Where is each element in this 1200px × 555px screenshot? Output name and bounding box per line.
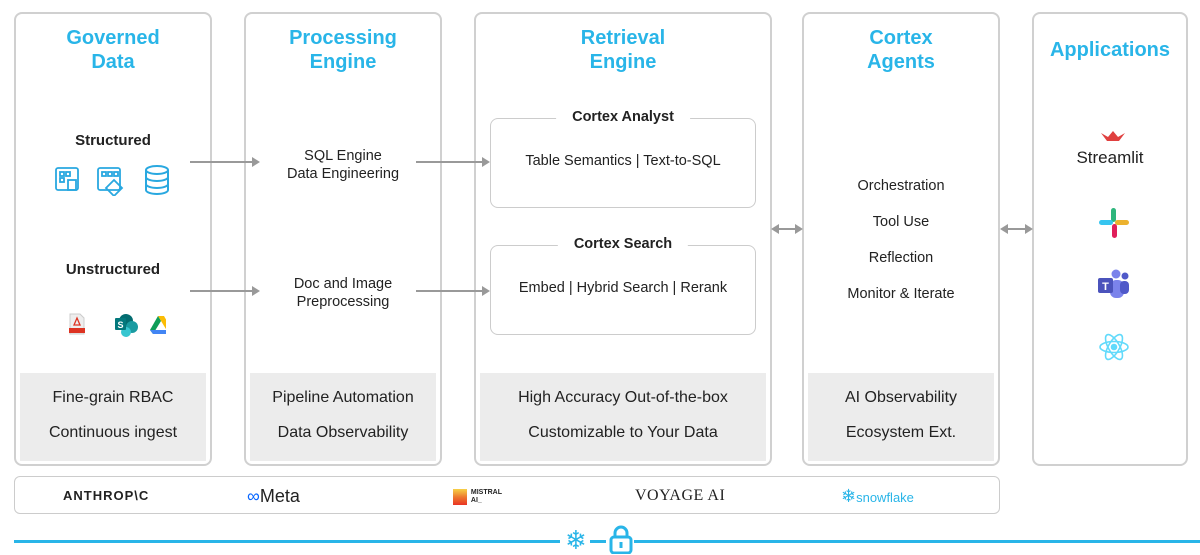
- cortex-search-box: Cortex Search Embed | Hybrid Search | Re…: [490, 236, 756, 335]
- text-line: Doc and Image: [293, 276, 393, 292]
- bidirectional-arrow: [1000, 224, 1033, 234]
- snowflake-icon: ❄: [841, 486, 857, 506]
- processing-engine-column: Processing Engine SQL Engine Data Engineer…: [244, 12, 442, 466]
- snowflake-logo: ❄snowflake: [841, 477, 914, 515]
- agent-item: Reflection: [868, 250, 934, 266]
- unstructured-icons: S: [69, 313, 166, 337]
- agent-item: Tool Use: [872, 214, 930, 230]
- footer-item: Data Observability: [277, 424, 409, 441]
- cortex-agents-column: Cortex Agents Orchestration Tool Use Refl…: [802, 12, 1000, 466]
- streamlit-label: Streamlit: [1076, 148, 1144, 167]
- cortex-analyst-label: Cortex Analyst: [556, 109, 690, 125]
- title-line: Engine: [309, 51, 377, 73]
- agents-footer: AI Observability Ecosystem Ext.: [808, 373, 994, 461]
- footer-item: Customizable to Your Data: [528, 424, 718, 441]
- footer-item: AI Observability: [844, 389, 958, 406]
- mistral-icon: [453, 489, 467, 506]
- column-title: Retrieval Engine: [476, 26, 770, 74]
- agent-item: Orchestration: [857, 178, 945, 194]
- svg-text:S: S: [117, 320, 123, 330]
- text-line: Data Engineering: [286, 166, 400, 182]
- doc-preprocessing-text: Doc and Image Preprocessing: [246, 275, 440, 311]
- column-title: Governed Data: [16, 26, 210, 74]
- sql-engine-text: SQL Engine Data Engineering: [246, 147, 440, 183]
- voyage-logo: VOYAGE AI: [635, 487, 726, 504]
- mistral-text: AI_: [470, 497, 482, 505]
- platform-line: [14, 540, 560, 543]
- table-icon: [55, 167, 79, 191]
- governed-footer: Fine-grain RBAC Continuous ingest: [20, 373, 206, 461]
- snowflake-icon: ❄: [565, 525, 587, 555]
- agent-item: Monitor & Iterate: [847, 286, 955, 302]
- retrieval-footer: High Accuracy Out-of-the-box Customizable…: [480, 373, 766, 461]
- column-title: Applications: [1049, 39, 1170, 61]
- anthropic-logo: ANTHROP\C: [63, 488, 150, 503]
- title-line: Cortex: [869, 27, 933, 49]
- footer-item: Fine-grain RBAC: [52, 389, 174, 406]
- streamlit-icon: [1101, 131, 1125, 141]
- table-transform-icon: [97, 167, 124, 196]
- google-drive-icon: [150, 316, 166, 334]
- lock-icon: [609, 525, 633, 554]
- structured-label: Structured: [75, 132, 151, 149]
- processing-footer: Pipeline Automation Data Observability: [250, 373, 436, 461]
- react-icon: [1099, 333, 1129, 361]
- title-line: Processing: [289, 27, 397, 49]
- database-icon: [145, 165, 169, 195]
- title-line: Retrieval: [580, 27, 666, 49]
- footer-item: Ecosystem Ext.: [845, 424, 957, 441]
- sharepoint-icon: S: [115, 314, 138, 337]
- applications-column: Applications Streamlit T: [1032, 12, 1188, 466]
- platform-line: [634, 540, 1200, 543]
- text-line: SQL Engine: [304, 148, 382, 164]
- snowflake-text: snowflake: [856, 490, 914, 505]
- teams-icon: T: [1098, 269, 1129, 298]
- title-line: Agents: [867, 51, 935, 73]
- cortex-search-body: Embed | Hybrid Search | Rerank: [518, 280, 728, 296]
- footer-item: Continuous ingest: [48, 424, 178, 441]
- title-line: Engine: [589, 51, 657, 73]
- mistral-text: MISTRAL: [470, 489, 502, 497]
- model-providers-bar: ANTHROP\C ∞Meta MISTRAL AI_ VOYAGE AI ❄sn…: [14, 476, 1000, 514]
- flow-arrow: [416, 157, 490, 167]
- cortex-analyst-body: Table Semantics | Text-to-SQL: [525, 153, 721, 169]
- cortex-analyst-box: Cortex Analyst Table Semantics | Text-to…: [490, 109, 756, 208]
- column-title: Processing Engine: [246, 26, 440, 74]
- column-title: Cortex Agents: [804, 26, 998, 74]
- flow-arrow: [416, 286, 490, 296]
- platform-line: [590, 540, 606, 543]
- title-line: Governed: [66, 27, 160, 49]
- governed-data-column: Governed Data Structured Unstructured S F…: [14, 12, 212, 466]
- mistral-logo: MISTRAL AI_: [453, 477, 502, 515]
- meta-logo: ∞Meta: [247, 477, 300, 515]
- footer-item: Pipeline Automation: [272, 389, 414, 406]
- flow-arrow: [190, 157, 260, 167]
- title-line: Data: [91, 51, 135, 73]
- pdf-icon: [69, 313, 85, 335]
- text-line: Preprocessing: [296, 294, 390, 310]
- cortex-search-label: Cortex Search: [557, 236, 689, 252]
- bidirectional-arrow: [771, 224, 803, 234]
- slack-icon: [1099, 208, 1129, 238]
- unstructured-label: Unstructured: [65, 261, 161, 278]
- structured-icons: [55, 165, 169, 196]
- retrieval-engine-column: Retrieval Engine Cortex Analyst Table Sem…: [474, 12, 772, 466]
- svg-text:T: T: [1102, 281, 1109, 293]
- flow-arrow: [190, 286, 260, 296]
- agent-capabilities: Orchestration Tool Use Reflection Monito…: [804, 168, 998, 312]
- footer-item: High Accuracy Out-of-the-box: [518, 389, 728, 406]
- meta-text: Meta: [259, 486, 300, 506]
- meta-infinity-icon: ∞: [247, 486, 260, 506]
